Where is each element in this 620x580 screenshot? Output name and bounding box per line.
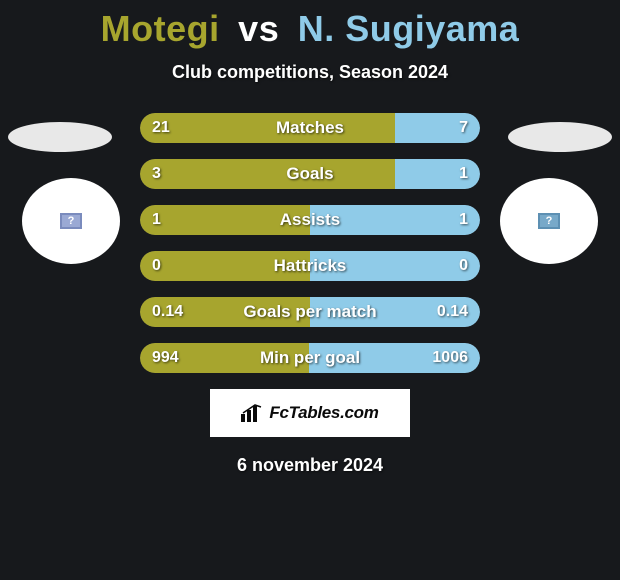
placeholder-icon — [60, 213, 82, 229]
stat-label: Min per goal — [260, 348, 360, 368]
player1-avatar — [22, 178, 120, 264]
stat-row: 0 0 Hattricks — [140, 251, 480, 281]
stat-row: 1 1 Assists — [140, 205, 480, 235]
stat-value-left: 0 — [152, 257, 161, 275]
placeholder-icon — [538, 213, 560, 229]
stat-row: 994 1006 Min per goal — [140, 343, 480, 373]
stat-label: Assists — [280, 210, 340, 230]
title-vs: vs — [238, 8, 279, 49]
stat-value-left: 3 — [152, 165, 161, 183]
stat-value-left: 0.14 — [152, 303, 183, 321]
chart-icon — [241, 404, 263, 422]
title-row: Motegi vs N. Sugiyama — [0, 0, 620, 50]
stat-value-right: 0.14 — [437, 303, 468, 321]
comparison-bars: 21 7 Matches 3 1 Goals 1 1 Assists 0 0 Hattricks 0.1… — [140, 113, 480, 373]
stat-value-right: 1 — [459, 211, 468, 229]
stat-label: Matches — [276, 118, 344, 138]
stat-label: Goals — [286, 164, 333, 184]
stat-bar-left — [140, 113, 395, 143]
player2-avatar — [500, 178, 598, 264]
stat-value-left: 1 — [152, 211, 161, 229]
stat-value-right: 7 — [459, 119, 468, 137]
stat-value-right: 1006 — [432, 349, 468, 367]
stat-label: Goals per match — [243, 302, 376, 322]
brand-badge: FcTables.com — [210, 389, 410, 437]
stat-value-left: 994 — [152, 349, 179, 367]
stat-row: 21 7 Matches — [140, 113, 480, 143]
stat-value-right: 1 — [459, 165, 468, 183]
title-player1: Motegi — [101, 8, 220, 49]
brand-text: FcTables.com — [269, 403, 378, 423]
footer-date: 6 november 2024 — [0, 455, 620, 476]
title-player2: N. Sugiyama — [298, 8, 520, 49]
stat-value-right: 0 — [459, 257, 468, 275]
stat-value-left: 21 — [152, 119, 170, 137]
stat-row: 0.14 0.14 Goals per match — [140, 297, 480, 327]
player2-flag-placeholder — [508, 122, 612, 152]
stat-bar-left — [140, 159, 395, 189]
stat-row: 3 1 Goals — [140, 159, 480, 189]
stat-label: Hattricks — [274, 256, 347, 276]
subtitle: Club competitions, Season 2024 — [0, 62, 620, 83]
player1-flag-placeholder — [8, 122, 112, 152]
